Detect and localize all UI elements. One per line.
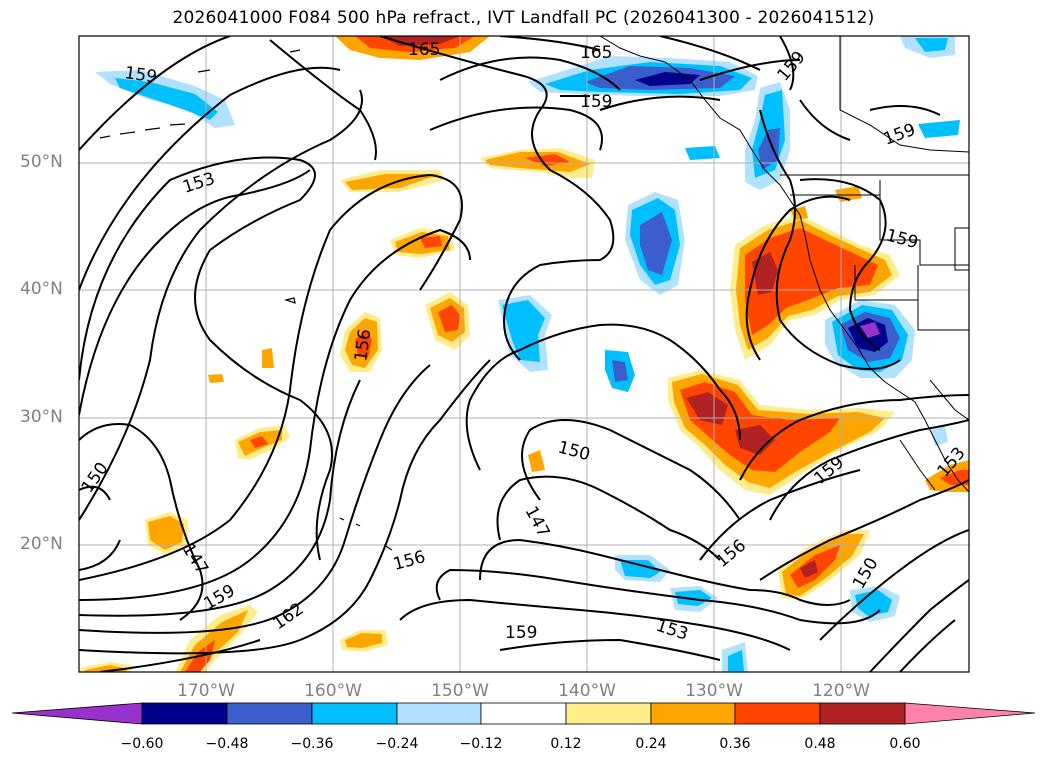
colorbar-segment [396,702,482,725]
colorbar-extend-low [11,702,143,725]
lat-label: 20°N [20,534,63,554]
contour-label: 165 [580,43,612,63]
contour-label: 159 [774,47,810,85]
colorbar-tick-label: 0.48 [804,736,836,752]
colorbar-segment [565,702,652,725]
lon-label: 140°W [558,681,616,701]
map-title: 2026041000 F084 500 hPa refract., IVT La… [172,8,875,28]
lon-label: 160°W [304,681,362,701]
colorbar-tick-label: −0.36 [290,736,334,752]
contours [79,36,969,672]
lon-label: 130°W [685,681,743,701]
lon-label: 120°W [812,681,870,701]
contour-label: 159 [123,63,158,87]
contour-label: 156 [351,328,375,363]
coastlines [599,36,969,493]
colorbar-segment [819,702,906,725]
contour-label: 153 [653,616,690,645]
colorbar-segment [734,702,821,725]
contour-label: 165 [408,40,440,60]
colorbar-segment [650,702,736,725]
contour-label: 159 [580,92,612,112]
shading-layer [80,36,969,672]
colorbar-tick-label: −0.48 [205,736,249,752]
colorbar-tick-label: 0.60 [889,736,921,752]
colorbar-tick-label: 0.12 [550,736,582,752]
colorbar-segment [226,702,313,725]
colorbar-tick-label: 0.24 [635,736,667,752]
contour-label: 162 [269,599,307,634]
colorbar-extend-high [904,702,1036,725]
colorbar-segment [480,702,567,725]
contour-label: 147 [521,503,554,541]
lon-label: 150°W [431,681,489,701]
colorbar-tick-label: 0.36 [719,736,751,752]
lat-label: 40°N [20,279,63,299]
contour-label: 159 [881,120,918,150]
lon-label: 170°W [177,681,235,701]
contour-label: 159 [505,623,537,643]
colorbar-segment [141,702,228,725]
islands [99,49,393,551]
lat-label: 30°N [20,407,63,427]
contour-label: 150 [78,459,113,497]
lat-label: 50°N [20,152,63,172]
contour-label: 156 [712,536,750,572]
contour-label: 156 [391,547,428,575]
map-frame [78,35,970,673]
colorbar-tick-label: −0.24 [375,736,419,752]
colorbar-tick-label: −0.12 [459,736,503,752]
colorbar-tick-label: −0.60 [120,736,164,752]
colorbar-segment [311,702,398,725]
contour-label: 159 [884,226,921,254]
colorbar [11,702,1036,725]
